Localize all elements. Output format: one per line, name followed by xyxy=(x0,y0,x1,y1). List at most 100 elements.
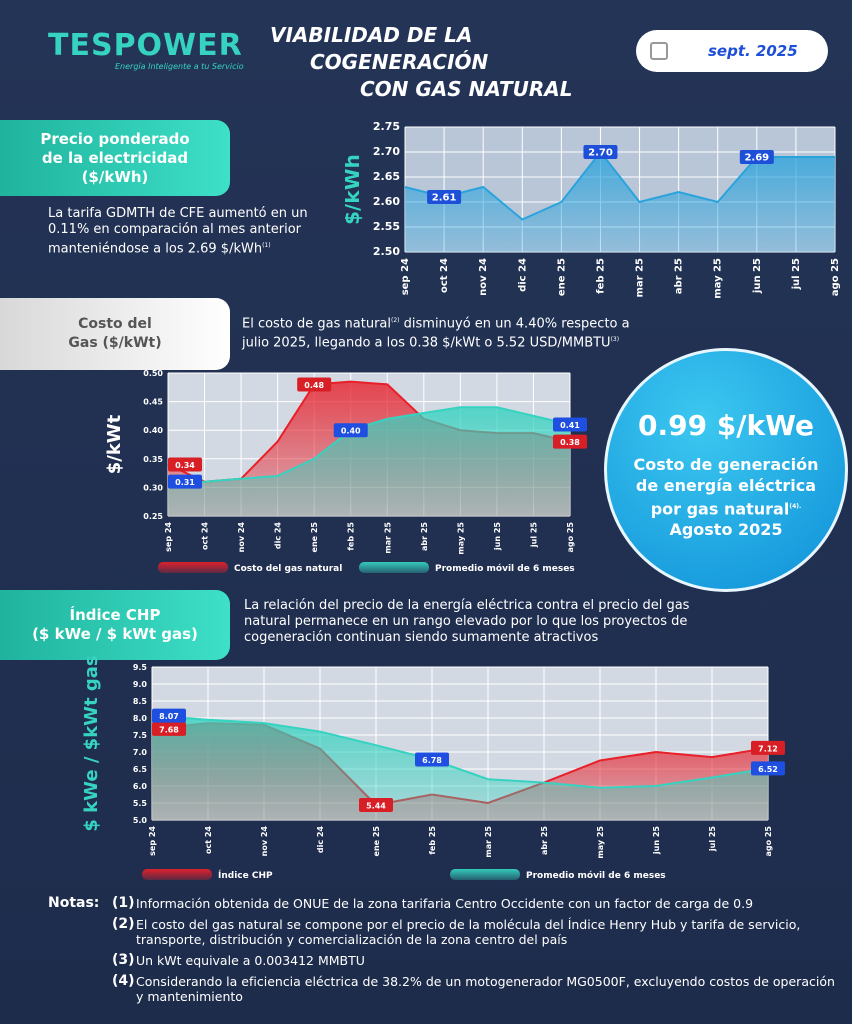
value-label-box xyxy=(739,150,774,164)
chart: 2.50 2.55 2.60 2.65 2.70 2.75 sep 24 oct 24 nov … xyxy=(345,120,841,299)
area xyxy=(152,715,768,820)
section-text: La relación del precio de la energía elé… xyxy=(244,598,724,646)
y-axis-label: $ kWe / $kWt gas xyxy=(81,655,102,831)
calendar-icon xyxy=(650,42,668,60)
x-tick-label: mar 25 xyxy=(383,522,392,554)
note-number: (4) xyxy=(112,973,135,989)
note-text: El costo del gas natural se compone por … xyxy=(136,917,801,947)
tab-line: Índice CHP xyxy=(69,606,161,624)
value-label-box xyxy=(583,145,618,159)
x-tick-label: jul 25 xyxy=(529,522,538,549)
notes: Notas: (1) Información obtenida de ONUE d… xyxy=(48,896,838,1010)
value-label-box xyxy=(415,752,449,767)
x-tick-label: ene 25 xyxy=(372,826,381,857)
value-label-box xyxy=(168,457,202,472)
value-label: 5.44 xyxy=(366,802,386,811)
value-label: 2.69 xyxy=(744,153,769,164)
tab-line: de la electricidad xyxy=(41,148,189,167)
value-label: 0.31 xyxy=(175,478,195,487)
x-tick-label: oct 24 xyxy=(201,522,210,550)
x-tick-label: jul 25 xyxy=(708,826,717,853)
legend-swatch xyxy=(450,869,520,880)
text: disminuyó en un 4.40% respecto a julio 2… xyxy=(242,316,630,351)
section-text: La tarifa GDMTH de CFE aumentó en un 0.1… xyxy=(48,206,338,257)
x-tick-label: jul 25 xyxy=(791,258,802,290)
x-tick-label: ago 25 xyxy=(566,522,575,553)
ref: (2) xyxy=(391,317,400,324)
value-label-box xyxy=(751,761,785,776)
y-tick-label: 0.40 xyxy=(143,426,163,435)
value-label-box xyxy=(427,190,462,204)
value-label-box xyxy=(333,423,368,438)
x-tick-label: sep 24 xyxy=(400,258,411,295)
x-tick-label: abr 25 xyxy=(674,258,685,294)
value-label: 0.40 xyxy=(341,427,361,436)
note-number: (3) xyxy=(112,952,135,968)
text: Costo de generación de energía eléctrica… xyxy=(633,455,819,519)
x-tick-label: mar 25 xyxy=(484,826,493,858)
tab-line: Precio ponderado xyxy=(40,129,190,148)
x-tick-label: mar 25 xyxy=(635,258,646,298)
title-line: VIABILIDAD DE LA xyxy=(270,23,473,47)
y-tick-label: 5.5 xyxy=(133,799,148,808)
y-tick-label: 7.5 xyxy=(133,731,148,740)
value-label: 0.48 xyxy=(304,381,324,390)
note: (3) Un kWt equivale a 0.003412 MMBTU xyxy=(48,952,838,969)
x-tick-label: sep 24 xyxy=(164,522,173,552)
note-number: (2) xyxy=(112,916,135,932)
legend-label: Promedio móvil de 6 meses xyxy=(435,563,575,574)
text: La tarifa GDMTH de CFE aumentó en un 0.1… xyxy=(48,206,308,257)
title-line: CON GAS NATURAL xyxy=(360,77,573,101)
y-tick-label: 5.0 xyxy=(133,816,148,825)
y-tick-label: 2.75 xyxy=(373,120,400,133)
y-tick-label: 9.5 xyxy=(133,663,148,672)
legend-label: Promedio móvil de 6 meses xyxy=(526,870,666,881)
x-tick-label: ago 25 xyxy=(830,258,841,296)
y-tick-label: 8.0 xyxy=(133,714,148,723)
y-tick-label: 0.35 xyxy=(143,455,163,464)
notes-label: Notas: xyxy=(48,895,100,911)
note-text: Considerando la eficiencia eléctrica de … xyxy=(136,974,835,1004)
x-tick-label: ene 25 xyxy=(556,258,567,296)
ref: (1) xyxy=(262,242,271,249)
page-title: VIABILIDAD DE LA COGENERACIÓN CON GAS NA… xyxy=(270,22,610,103)
ref: (4). xyxy=(789,503,802,510)
x-tick-label: dic 24 xyxy=(316,826,325,854)
x-tick-label: oct 24 xyxy=(439,258,450,293)
area xyxy=(405,152,835,252)
legend-swatch xyxy=(142,869,212,880)
x-tick-label: nov 24 xyxy=(260,826,269,857)
y-tick-label: 8.5 xyxy=(133,697,148,706)
section-tab: Índice CHP ($ kWe / $ kWt gas) xyxy=(0,590,230,660)
value-label: 0.41 xyxy=(560,421,580,430)
legend-label: Costo del gas natural xyxy=(234,564,342,574)
y-axis-label: $/kWt xyxy=(104,414,125,474)
value-label-box xyxy=(152,721,186,736)
ref: (3) xyxy=(610,336,620,344)
callout-value: 0.99 $/kWe xyxy=(637,409,815,442)
y-tick-label: 6.0 xyxy=(133,782,148,791)
y-tick-label: 2.65 xyxy=(373,170,400,183)
y-tick-label: 2.70 xyxy=(373,145,400,158)
y-tick-label: 2.50 xyxy=(373,245,400,258)
y-tick-label: 0.30 xyxy=(143,483,163,492)
chart: 0.25 0.30 0.35 0.40 0.45 0.50 sep 24 oct 24 nov … xyxy=(104,369,587,574)
legend-swatch xyxy=(158,562,228,573)
y-tick-label: 2.60 xyxy=(373,195,400,208)
x-tick-label: feb 25 xyxy=(347,522,356,551)
note-list: (1) Información obtenida de ONUE de la zo… xyxy=(48,896,838,1005)
note-text: Un kWt equivale a 0.003412 MMBTU xyxy=(136,953,365,968)
x-tick-label: ago 25 xyxy=(764,826,773,857)
section-text: El costo de gas natural(2) disminuyó en … xyxy=(242,313,642,352)
text: El costo de gas natural xyxy=(242,316,391,332)
note: (4) Considerando la eficiencia eléctrica … xyxy=(48,973,838,1005)
logo: TESPOWER xyxy=(48,28,243,63)
tagline: Energía Inteligente a tu Servicio xyxy=(115,62,244,71)
x-tick-label: sep 24 xyxy=(148,826,157,856)
tab-line: ($/kWh) xyxy=(81,167,149,186)
x-tick-label: may 25 xyxy=(456,522,465,555)
x-tick-label: may 25 xyxy=(713,258,724,299)
y-tick-label: 9.0 xyxy=(133,680,148,689)
value-label-box xyxy=(359,798,393,813)
